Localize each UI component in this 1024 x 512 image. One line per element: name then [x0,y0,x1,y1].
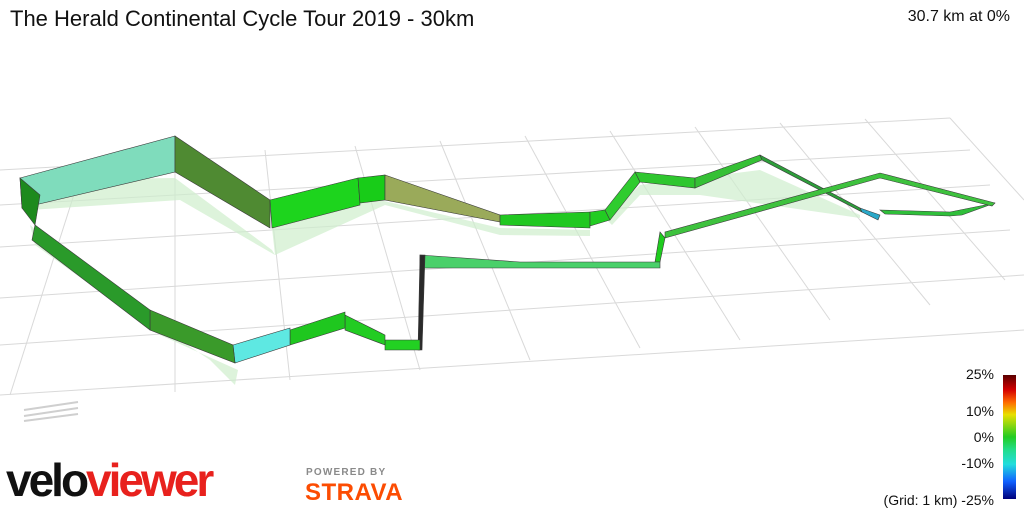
legend-label-10: 10% [965,403,994,419]
legend-label-25: 25% [965,366,994,382]
logo-part-viewer: viewer [86,454,214,506]
gradient-color-scale [1003,375,1016,499]
scale-marker-icon [23,401,79,422]
segment-descent [174,135,271,229]
logo-part-velo: velo [6,454,89,506]
legend-label-minus10: -10% [961,455,994,471]
strava-logo[interactable]: STRAVA [305,479,404,506]
legend-label-minus25-grid: (Grid: 1 km) -25% [883,492,994,508]
route-title: The Herald Continental Cycle Tour 2019 -… [10,6,475,31]
route-stats: 30.7 km at 0% [907,8,1010,25]
route-ribbon [19,135,996,364]
veloviewer-logo[interactable]: veloviewer [6,452,214,508]
legend-label-0: 0% [973,429,994,445]
powered-by-label: POWERED BY [306,467,387,478]
